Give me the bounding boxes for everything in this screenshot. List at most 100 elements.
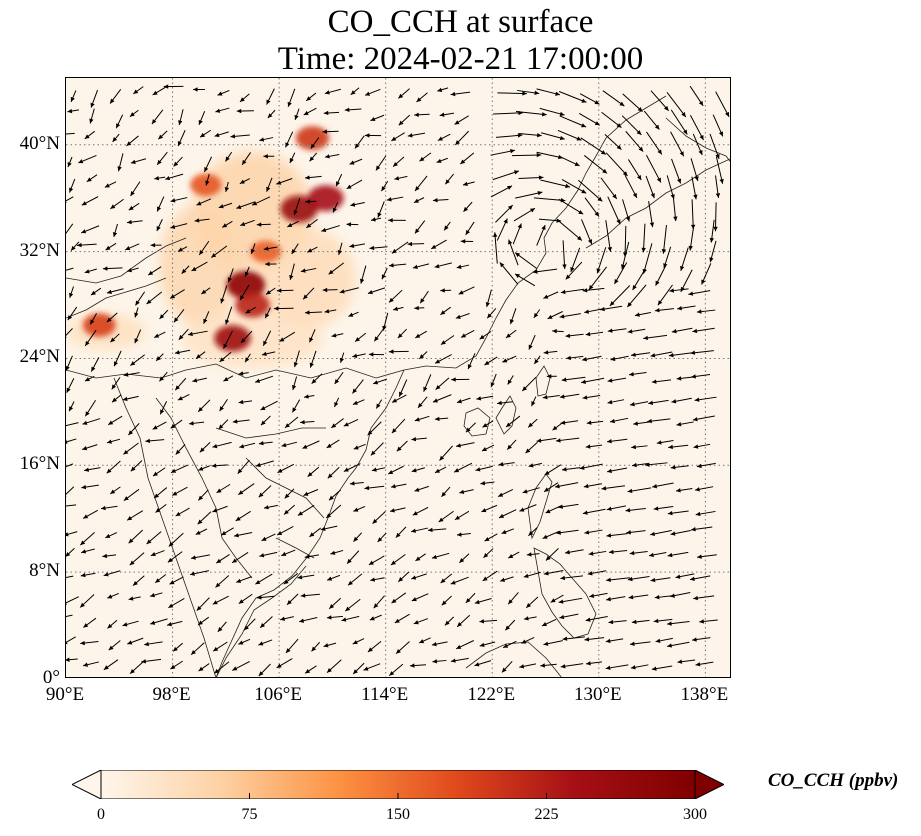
wind-arrow-shaft	[515, 191, 543, 199]
wind-arrow-head	[561, 377, 567, 382]
wind-arrow-head	[594, 211, 599, 217]
wind-arrow-head	[608, 549, 614, 555]
wind-arrow-head	[407, 133, 413, 138]
wind-arrow-head	[66, 336, 67, 338]
high-concentration-region	[214, 325, 251, 352]
wind-arrow-head	[112, 397, 117, 403]
wind-arrow-head	[507, 205, 513, 210]
wind-arrow-head	[440, 310, 446, 315]
wind-arrow-head	[300, 268, 306, 273]
wind-arrow-head	[413, 620, 419, 625]
wind-arrow-head	[388, 349, 394, 354]
wind-arrow-head	[367, 647, 373, 652]
wind-arrow-head	[651, 666, 657, 671]
wind-arrow-head	[607, 438, 612, 444]
wind-arrow-head	[128, 430, 134, 436]
wind-arrow-head	[212, 443, 218, 449]
wind-arrow-head	[392, 398, 398, 403]
wind-arrow-head	[107, 623, 113, 629]
wind-arrow-head	[536, 438, 542, 443]
wind-arrow-head	[305, 175, 310, 180]
wind-arrow-head	[297, 575, 303, 580]
wind-arrow-head	[302, 444, 308, 449]
wind-arrow-head	[525, 448, 531, 454]
wind-arrow-head	[321, 227, 327, 233]
wind-arrow-head	[293, 210, 298, 216]
wind-arrow-head	[148, 270, 154, 276]
wind-arrow-head	[110, 98, 115, 104]
wind-arrow-head	[329, 495, 334, 501]
wind-arrow-head	[126, 141, 132, 146]
wind-arrow-head	[167, 622, 172, 627]
wind-arrow-shaft	[670, 131, 685, 157]
wind-arrow-head	[431, 641, 437, 647]
wind-arrow-head	[506, 422, 511, 427]
wind-arrow-head	[509, 319, 515, 325]
wind-arrow-head	[84, 269, 90, 274]
wind-arrow-shaft	[66, 132, 75, 135]
wind-arrow-head	[394, 618, 400, 623]
wind-arrow-head	[652, 484, 658, 489]
wind-arrow-head	[698, 150, 703, 156]
wind-arrow-head	[517, 133, 523, 138]
wind-arrow-head	[281, 551, 287, 557]
wind-arrow-head	[602, 168, 608, 174]
wind-arrow-head	[192, 378, 198, 383]
wind-arrow-head	[90, 290, 96, 296]
wind-arrow-head	[559, 111, 565, 117]
wind-arrow-head	[432, 197, 438, 203]
wind-arrow-head	[411, 437, 417, 442]
wind-arrow-head	[560, 420, 566, 425]
wind-arrow-head	[484, 536, 490, 542]
wind-arrow-head	[129, 560, 135, 566]
wind-arrow-head	[105, 245, 111, 251]
wind-arrow-head	[306, 96, 312, 101]
wind-arrow-head	[391, 248, 397, 254]
wind-arrow-head	[289, 158, 294, 164]
wind-arrow-head	[414, 487, 420, 492]
wind-arrow-head	[239, 179, 245, 184]
wind-arrow-head	[258, 641, 264, 646]
wind-arrow-head	[480, 480, 486, 486]
wind-arrow-head	[415, 556, 421, 561]
wind-arrow-head	[505, 625, 511, 631]
wind-arrow-head	[303, 110, 309, 115]
wind-arrow-head	[170, 294, 176, 299]
wind-arrow-head	[297, 511, 303, 516]
wind-arrow-shaft	[494, 232, 498, 264]
wind-arrow-head	[349, 160, 355, 165]
wind-arrow-head	[544, 470, 550, 476]
wind-arrow-shaft	[492, 170, 520, 181]
latitude-tick-label: 8°N	[29, 560, 60, 582]
wind-arrow-head	[267, 113, 273, 119]
wind-arrow-head	[456, 532, 462, 537]
wind-arrow-head	[550, 598, 556, 603]
wind-arrow-head	[725, 111, 730, 117]
wind-arrow-head	[542, 622, 548, 627]
wind-arrow-head	[560, 575, 566, 581]
wind-arrow-head	[256, 595, 262, 600]
wind-arrow-head	[214, 132, 220, 138]
wind-arrow-head	[377, 212, 382, 218]
wind-arrow-head	[440, 340, 446, 345]
wind-arrow-head	[217, 627, 223, 632]
wind-arrow-head	[198, 666, 204, 672]
wind-arrow-head	[227, 277, 232, 283]
wind-arrow-head	[691, 527, 696, 532]
colorbar-tick-label: 150	[386, 806, 410, 823]
wind-arrow-head	[419, 156, 425, 162]
wind-arrow-head	[236, 578, 242, 583]
wind-arrow-head	[465, 229, 470, 235]
wind-arrow-head	[649, 222, 655, 228]
wind-arrow-head	[304, 310, 310, 315]
wind-arrow-head	[584, 309, 590, 314]
wind-arrow-head	[170, 198, 176, 203]
wind-arrow-head	[499, 513, 505, 518]
wind-arrow-head	[545, 555, 551, 561]
wind-arrow-head	[431, 554, 437, 560]
wind-arrow-head	[371, 467, 377, 472]
wind-arrow-head	[523, 616, 529, 621]
wind-arrow-head	[619, 101, 625, 107]
wind-arrow-shaft	[511, 154, 542, 157]
wind-arrow-shaft	[621, 241, 630, 270]
